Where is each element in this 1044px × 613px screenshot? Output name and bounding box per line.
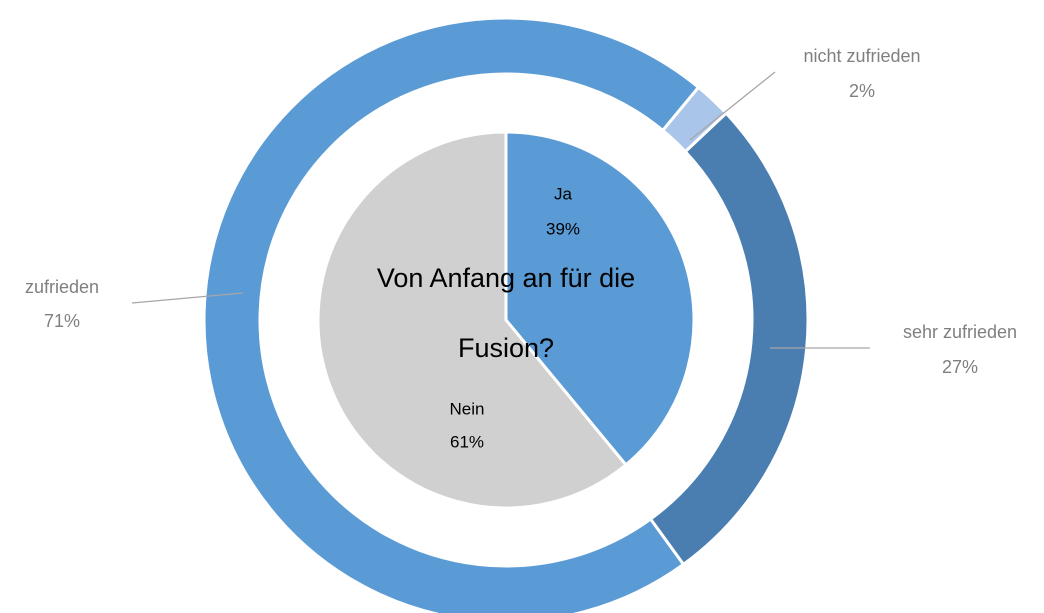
slice-label: Nein xyxy=(450,399,485,418)
value-label: 2% xyxy=(849,81,875,101)
leader-line xyxy=(131,292,244,304)
slice-label: Ja xyxy=(554,184,573,203)
slice-label: sehr zufrieden xyxy=(903,322,1017,342)
value-label: 39% xyxy=(546,219,580,238)
value-label: 61% xyxy=(450,432,484,451)
slice xyxy=(648,111,810,567)
leader-line xyxy=(689,71,776,141)
slice xyxy=(316,130,628,510)
title-line: Fusion? xyxy=(458,333,554,363)
chart-title: Von Anfang an für die Fusion? xyxy=(377,263,635,363)
slice xyxy=(202,16,701,613)
value-label: 71% xyxy=(44,311,80,331)
slice-label: nicht zufrieden xyxy=(803,46,920,66)
value-label: 27% xyxy=(942,357,978,377)
title-line: Von Anfang an für die xyxy=(377,263,635,293)
slice-label: zufrieden xyxy=(25,277,99,297)
slice xyxy=(504,130,696,467)
